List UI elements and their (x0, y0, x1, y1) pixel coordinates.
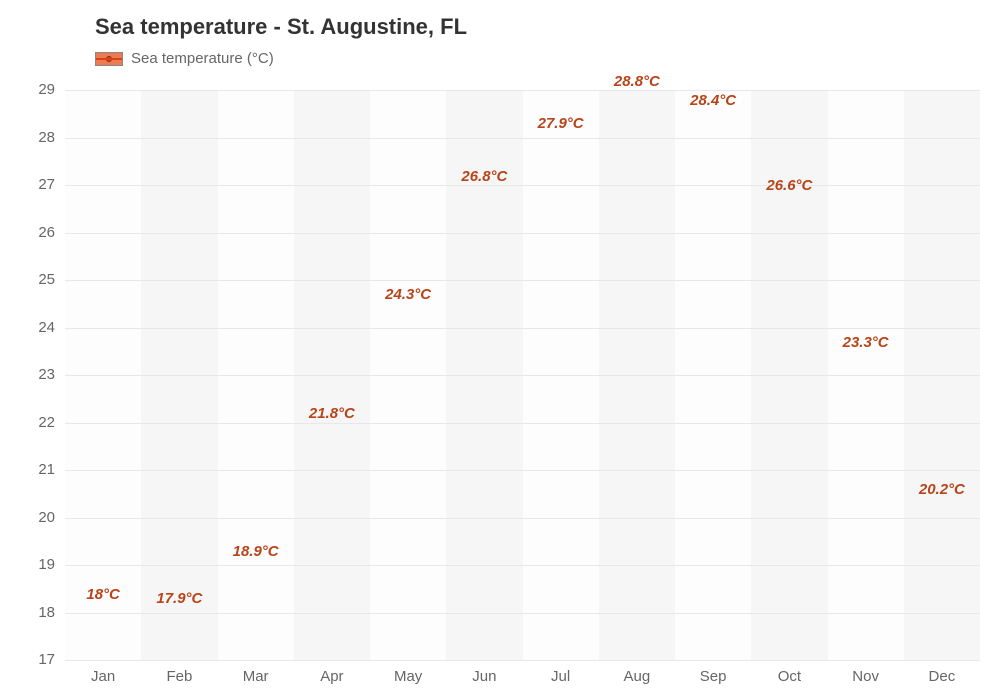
y-gridline (65, 518, 980, 519)
y-gridline (65, 423, 980, 424)
x-tick-label: Apr (294, 668, 370, 685)
data-label: 26.6°C (766, 177, 812, 194)
data-label: 27.9°C (538, 115, 584, 132)
y-gridline (65, 470, 980, 471)
data-label: 20.2°C (919, 481, 965, 498)
y-gridline (65, 90, 980, 91)
legend-swatch (95, 52, 123, 66)
y-tick-label: 25 (15, 271, 55, 288)
y-tick-label: 27 (15, 176, 55, 193)
data-label: 18°C (86, 586, 120, 603)
data-label: 24.3°C (385, 286, 431, 303)
chart-container: Sea temperature - St. Augustine, FL Sea … (0, 0, 1000, 700)
x-tick-label: Jun (446, 668, 522, 685)
y-gridline (65, 233, 980, 234)
y-tick-label: 17 (15, 651, 55, 668)
y-gridline (65, 660, 980, 661)
y-gridline (65, 613, 980, 614)
y-tick-label: 19 (15, 556, 55, 573)
plot-area: JanFebMarAprMayJunJulAugSepOctNovDec1718… (65, 90, 980, 660)
x-tick-label: Oct (751, 668, 827, 685)
x-tick-label: Sep (675, 668, 751, 685)
x-tick-label: Jan (65, 668, 141, 685)
data-label: 26.8°C (461, 168, 507, 185)
data-label: 23.3°C (843, 334, 889, 351)
y-tick-label: 28 (15, 129, 55, 146)
y-tick-label: 29 (15, 81, 55, 98)
x-tick-label: Mar (218, 668, 294, 685)
x-tick-label: Jul (523, 668, 599, 685)
y-tick-label: 21 (15, 461, 55, 478)
y-gridline (65, 138, 980, 139)
x-tick-label: Feb (141, 668, 217, 685)
x-tick-label: May (370, 668, 446, 685)
y-gridline (65, 328, 980, 329)
x-tick-label: Aug (599, 668, 675, 685)
chart-legend: Sea temperature (°C) (95, 50, 274, 67)
y-tick-label: 24 (15, 319, 55, 336)
y-tick-label: 23 (15, 366, 55, 383)
chart-title: Sea temperature - St. Augustine, FL (95, 14, 467, 40)
x-tick-label: Dec (904, 668, 980, 685)
y-gridline (65, 185, 980, 186)
data-label: 28.4°C (690, 92, 736, 109)
data-label: 18.9°C (233, 543, 279, 560)
y-tick-label: 26 (15, 224, 55, 241)
legend-label: Sea temperature (°C) (131, 50, 274, 67)
x-tick-label: Nov (828, 668, 904, 685)
data-label: 21.8°C (309, 405, 355, 422)
y-tick-label: 22 (15, 414, 55, 431)
y-tick-label: 20 (15, 509, 55, 526)
data-label: 28.8°C (614, 73, 660, 90)
y-tick-label: 18 (15, 604, 55, 621)
y-gridline (65, 565, 980, 566)
y-gridline (65, 375, 980, 376)
y-gridline (65, 280, 980, 281)
data-label: 17.9°C (156, 590, 202, 607)
